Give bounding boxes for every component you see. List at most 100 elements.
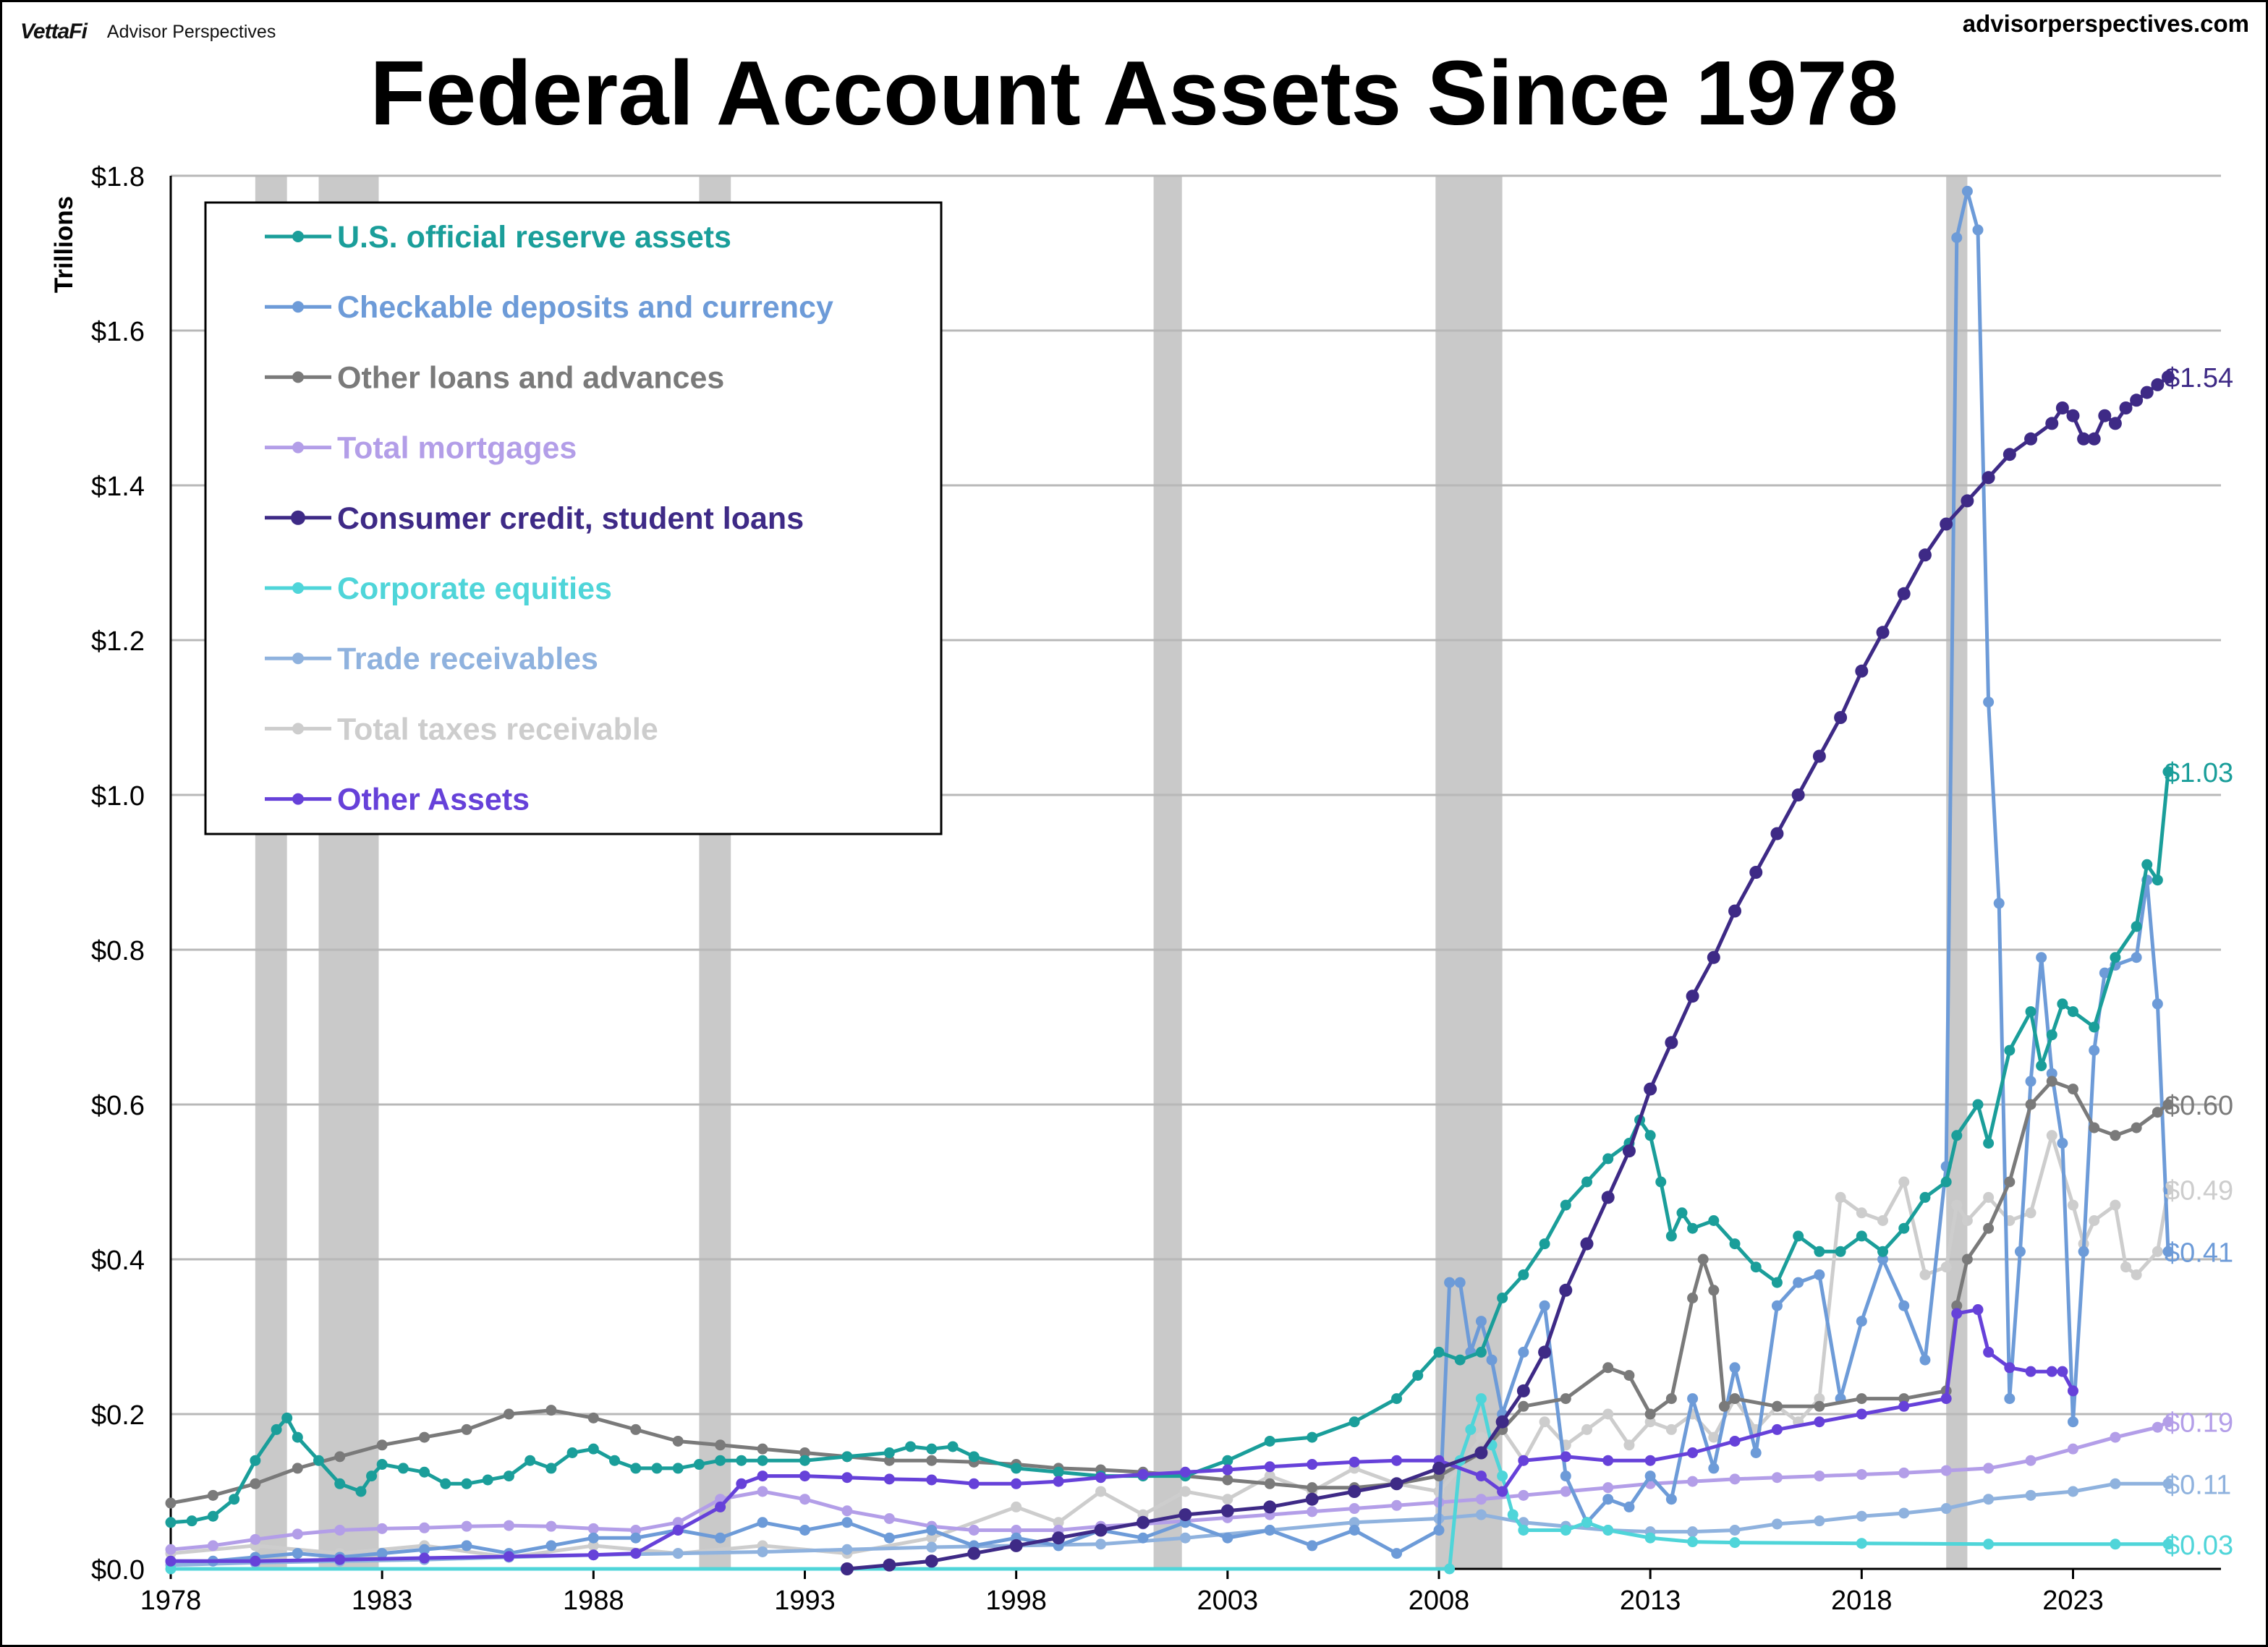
data-point bbox=[1475, 1471, 1487, 1482]
data-point bbox=[1855, 664, 1869, 678]
data-point bbox=[1220, 1504, 1234, 1518]
data-point bbox=[1919, 1354, 1931, 1366]
data-point bbox=[165, 1517, 177, 1528]
data-point bbox=[1412, 1370, 1424, 1381]
data-point bbox=[1497, 1471, 1508, 1482]
data-point bbox=[1898, 1222, 1910, 1234]
data-point bbox=[2131, 952, 2142, 963]
legend-entry: Total mortgages bbox=[265, 431, 577, 466]
data-point bbox=[1919, 1269, 1931, 1280]
legend-entry: Total taxes receivable bbox=[265, 712, 658, 746]
data-point bbox=[1444, 1277, 1456, 1288]
data-point bbox=[2098, 409, 2112, 422]
data-point bbox=[1983, 1463, 1995, 1474]
data-point bbox=[2152, 998, 2163, 1010]
data-point bbox=[1771, 1400, 1783, 1412]
data-point bbox=[2077, 432, 2091, 446]
data-point bbox=[672, 1517, 684, 1528]
data-point bbox=[630, 1525, 642, 1536]
data-point bbox=[2067, 1486, 2078, 1497]
data-point bbox=[693, 1459, 705, 1471]
data-point bbox=[1655, 1176, 1667, 1188]
data-point bbox=[1750, 1447, 1762, 1458]
x-tick-label: 2018 bbox=[1831, 1586, 1893, 1616]
data-point bbox=[1264, 1525, 1275, 1536]
data-point bbox=[1137, 1468, 1149, 1480]
data-point bbox=[1465, 1423, 1477, 1435]
data-point bbox=[1697, 1254, 1709, 1265]
data-point bbox=[1856, 1393, 1867, 1405]
data-point bbox=[1771, 1423, 1783, 1435]
data-point bbox=[630, 1532, 642, 1544]
data-point bbox=[2067, 1084, 2078, 1095]
brand-name: Advisor Perspectives bbox=[106, 21, 276, 42]
data-point bbox=[1518, 1525, 1529, 1536]
data-point bbox=[1835, 1191, 1846, 1203]
data-point bbox=[1518, 1489, 1529, 1501]
data-point bbox=[1486, 1354, 1498, 1366]
data-point bbox=[461, 1540, 472, 1552]
data-point bbox=[1708, 1285, 1720, 1296]
data-point bbox=[1560, 1199, 1571, 1211]
data-point bbox=[1687, 1536, 1699, 1548]
data-point bbox=[1497, 1486, 1508, 1497]
site-url: advisorperspectives.com bbox=[1962, 10, 2249, 37]
data-point bbox=[1475, 1494, 1487, 1505]
legend-entry: Checkable deposits and currency bbox=[265, 290, 833, 325]
data-point bbox=[1707, 950, 1720, 964]
legend-swatch-dot bbox=[291, 510, 305, 525]
data-point bbox=[1771, 1277, 1783, 1288]
data-point bbox=[207, 1489, 218, 1501]
data-point bbox=[1094, 1523, 1108, 1537]
data-point bbox=[2025, 1076, 2036, 1087]
data-point bbox=[1009, 1539, 1023, 1552]
data-point bbox=[883, 1447, 895, 1458]
data-point bbox=[1137, 1532, 1149, 1544]
data-point bbox=[250, 1533, 261, 1545]
data-point bbox=[715, 1532, 726, 1544]
data-point bbox=[2046, 1130, 2057, 1141]
series-corporate-equities bbox=[165, 1393, 2174, 1575]
data-point bbox=[461, 1423, 472, 1435]
data-point bbox=[1687, 1393, 1699, 1405]
data-point bbox=[1951, 232, 1963, 244]
data-point bbox=[1264, 1471, 1275, 1482]
y-tick-label: $1.8 bbox=[91, 162, 145, 192]
data-point bbox=[799, 1447, 810, 1458]
data-point bbox=[2099, 967, 2110, 979]
end-label: $0.60 bbox=[2165, 1091, 2233, 1121]
data-point bbox=[2152, 1246, 2163, 1257]
data-point bbox=[1718, 1400, 1730, 1412]
data-point bbox=[1602, 1362, 1614, 1374]
data-point bbox=[1644, 1532, 1656, 1544]
data-point bbox=[1876, 626, 1890, 639]
data-point bbox=[1687, 1293, 1699, 1303]
data-point bbox=[1518, 1400, 1529, 1412]
data-point bbox=[799, 1455, 810, 1466]
data-point bbox=[1814, 1246, 1825, 1257]
data-point bbox=[1665, 1393, 1677, 1405]
data-point bbox=[1644, 1408, 1656, 1420]
x-tick-label: 2013 bbox=[1620, 1586, 1681, 1616]
data-point bbox=[925, 1554, 938, 1568]
data-point bbox=[1728, 904, 1742, 918]
legend-label: Total taxes receivable bbox=[337, 712, 658, 746]
legend-entry: Trade receivables bbox=[265, 642, 598, 676]
data-point bbox=[1475, 1509, 1487, 1520]
data-point bbox=[1814, 1416, 1825, 1428]
data-point bbox=[2046, 1366, 2057, 1377]
data-point bbox=[165, 1563, 177, 1575]
data-point bbox=[1307, 1459, 1318, 1471]
data-point bbox=[1993, 898, 2005, 909]
legend-label: Trade receivables bbox=[337, 642, 598, 676]
legend-swatch-dot bbox=[292, 441, 304, 454]
data-point bbox=[1602, 1408, 1614, 1420]
legend-label: Total mortgages bbox=[337, 431, 577, 466]
data-point bbox=[1264, 1435, 1275, 1447]
data-point bbox=[1518, 1269, 1529, 1280]
data-point bbox=[2067, 1416, 2078, 1428]
data-point bbox=[1433, 1346, 1445, 1358]
data-point bbox=[2024, 432, 2038, 446]
data-point bbox=[926, 1525, 938, 1536]
data-point bbox=[2078, 1246, 2089, 1257]
